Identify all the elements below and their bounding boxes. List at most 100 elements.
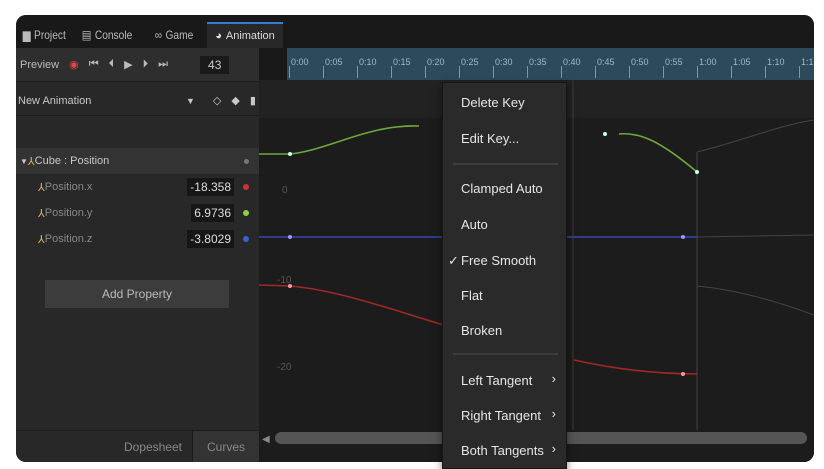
checkmark-icon: ✓ xyxy=(448,253,459,268)
tab-console[interactable]: ▤ Console xyxy=(81,28,132,42)
tab-curves[interactable]: Curves xyxy=(192,431,259,462)
menu-item-delete-key[interactable]: Delete Key xyxy=(461,95,525,110)
frame-field[interactable]: 43 xyxy=(200,55,230,74)
value-field[interactable]: -18.358 xyxy=(187,178,234,196)
y-axis-label: -10 xyxy=(277,275,292,286)
transform-icon: ⅄ xyxy=(38,207,45,220)
timeline-tick: 0:10 xyxy=(359,57,377,67)
preview-button[interactable]: Preview xyxy=(20,58,60,71)
play-button[interactable]: ▶ xyxy=(124,59,133,71)
property-row-x[interactable]: ⅄ Position.x -18.358 xyxy=(16,174,259,200)
timeline-tick-mark xyxy=(425,66,426,78)
curve-color-dot xyxy=(243,236,249,242)
view-mode-tabs: Dopesheet Curves xyxy=(16,430,259,462)
timeline-tick-mark xyxy=(391,66,392,78)
timeline-tick: 0:25 xyxy=(461,57,479,67)
timeline-tick: 1:00 xyxy=(699,57,717,67)
expand-icon[interactable]: ▼ xyxy=(20,156,28,166)
timeline-tick-mark xyxy=(595,66,596,78)
y-axis-label: 0 xyxy=(282,185,288,196)
transform-icon: ⅄ xyxy=(27,155,35,168)
console-icon: ▤ xyxy=(81,28,92,42)
timeline-tick: 0:50 xyxy=(631,57,649,67)
menu-separator xyxy=(453,163,558,165)
timeline-tick: 1:05 xyxy=(733,57,751,67)
menu-item-broken[interactable]: Broken xyxy=(461,323,503,338)
timeline-tick: 0:40 xyxy=(563,57,581,67)
properties-panel: Preview ◉ ⏮ ⏴ ▶ ⏵ ⏭ 43 New Animation ▼ ◇… xyxy=(16,48,259,462)
value-field[interactable]: 6.9736 xyxy=(191,204,234,222)
keyframe[interactable] xyxy=(681,372,685,376)
value-field[interactable]: -3.8029 xyxy=(187,230,234,248)
clip-selector-row: New Animation ▼ ◇ ◆ ▮ xyxy=(16,86,259,116)
curve-extrapolation xyxy=(696,234,814,238)
curve-color-dot xyxy=(243,210,249,216)
playback-toolbar: Preview ◉ ⏮ ⏴ ▶ ⏵ ⏭ 43 xyxy=(16,48,259,82)
keyframe[interactable] xyxy=(288,152,292,156)
y-axis-label: -20 xyxy=(277,362,292,373)
timeline-tick: 0:45 xyxy=(597,57,615,67)
scroll-left-icon[interactable]: ◀ xyxy=(262,434,270,445)
keyframe[interactable] xyxy=(681,235,685,239)
timeline-tick-mark xyxy=(561,66,562,78)
curve-color-dot xyxy=(243,184,249,190)
group-options-icon[interactable] xyxy=(244,158,249,164)
timeline-tick: 1:15 xyxy=(801,57,814,67)
timeline-tick-mark xyxy=(289,66,290,78)
keyframe[interactable] xyxy=(288,235,292,239)
timeline-tick: 0:00 xyxy=(291,57,309,67)
record-button[interactable]: ◉ xyxy=(69,59,79,71)
timeline-tick: 0:30 xyxy=(495,57,513,67)
timeline-tick-mark xyxy=(731,66,732,78)
timeline-tick-mark xyxy=(629,66,630,78)
menu-separator xyxy=(453,353,558,355)
curve-position-y[interactable] xyxy=(259,125,698,173)
tab-bar: ▆ Project ▤ Console ∞ Game ◕ Animation xyxy=(16,15,814,48)
tab-game[interactable]: ∞ Game xyxy=(154,28,194,42)
animation-window: ▆ Project ▤ Console ∞ Game ◕ Animation Previ… xyxy=(16,15,814,462)
last-key-button[interactable]: ⏭ xyxy=(158,58,169,70)
menu-item-both-tangents[interactable]: Both Tangents xyxy=(461,443,544,458)
menu-item-flat[interactable]: Flat xyxy=(461,288,483,303)
property-group[interactable]: ▼ ⅄ Cube : Position xyxy=(16,148,259,174)
transform-icon: ⅄ xyxy=(38,233,45,246)
add-property-button[interactable]: Add Property xyxy=(45,280,229,308)
first-key-button[interactable]: ⏮ xyxy=(88,58,99,70)
context-menu: Delete Key Edit Key... Clamped Auto Auto… xyxy=(442,82,567,469)
chevron-down-icon[interactable]: ▼ xyxy=(186,95,195,106)
timeline-ruler[interactable]: 0:00 0:05 0:10 0:15 0:20 0:25 0:30 0:35 0:40 0:45… xyxy=(287,48,814,80)
timeline-tick: 1:10 xyxy=(767,57,785,67)
timeline-tick-mark xyxy=(493,66,494,78)
menu-item-free-smooth[interactable]: Free Smooth xyxy=(461,253,537,268)
timeline-tick-mark xyxy=(323,66,324,78)
property-row-y[interactable]: ⅄ Position.y 6.9736 xyxy=(16,200,259,226)
event-marker-icon[interactable]: ▮ xyxy=(249,95,256,107)
chevron-right-icon: › xyxy=(551,371,556,386)
keyframe[interactable] xyxy=(695,170,699,174)
tab-animation[interactable]: ◕ Animation xyxy=(207,22,283,48)
timeline-tick-mark xyxy=(459,66,460,78)
next-key-button[interactable]: ⏵ xyxy=(142,58,149,70)
menu-item-left-tangent[interactable]: Left Tangent xyxy=(461,373,533,388)
gamepad-icon: ∞ xyxy=(154,28,163,42)
menu-item-right-tangent[interactable]: Right Tangent xyxy=(461,408,541,423)
timeline-tick: 0:15 xyxy=(393,57,411,67)
timeline-tick-mark xyxy=(663,66,664,78)
keyframe[interactable] xyxy=(288,284,292,288)
menu-item-edit-key[interactable]: Edit Key... xyxy=(461,131,520,146)
timeline-tick-mark xyxy=(765,66,766,78)
menu-item-clamped-auto[interactable]: Clamped Auto xyxy=(461,181,543,196)
clip-dropdown[interactable]: New Animation xyxy=(18,94,92,107)
prev-key-button[interactable]: ⏴ xyxy=(108,58,115,70)
timeline-tick-mark xyxy=(357,66,358,78)
menu-item-auto[interactable]: Auto xyxy=(461,217,488,232)
tab-project[interactable]: ▆ Project xyxy=(22,28,66,42)
timeline-tick: 0:05 xyxy=(325,57,343,67)
add-event-icon[interactable]: ◆ xyxy=(231,95,240,107)
transform-icon: ⅄ xyxy=(38,181,45,194)
keyframe[interactable] xyxy=(603,132,607,136)
chevron-right-icon: › xyxy=(551,441,556,456)
add-keyframe-icon[interactable]: ◇ xyxy=(212,95,222,107)
property-row-z[interactable]: ⅄ Position.z -3.8029 xyxy=(16,226,259,252)
tab-dopesheet[interactable]: Dopesheet xyxy=(114,431,193,462)
